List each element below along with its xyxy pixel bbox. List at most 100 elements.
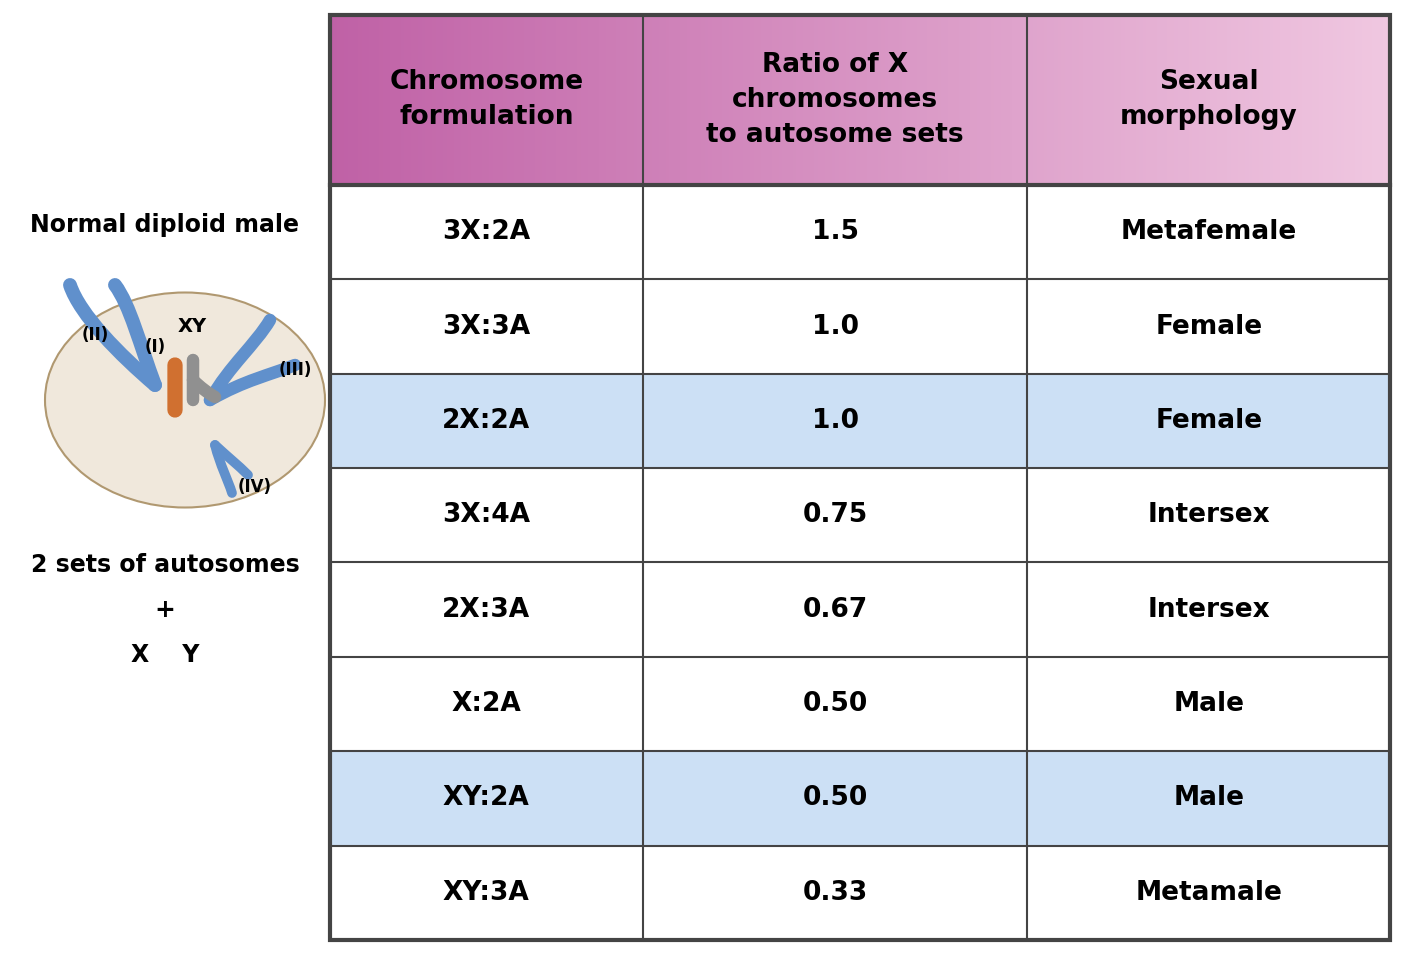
- Bar: [580, 15, 585, 185]
- Bar: [1157, 15, 1161, 185]
- Bar: [1259, 15, 1263, 185]
- Text: XY: XY: [178, 317, 206, 336]
- Bar: [866, 15, 871, 185]
- Bar: [348, 15, 352, 185]
- Bar: [571, 15, 575, 185]
- Bar: [594, 15, 599, 185]
- Bar: [882, 15, 885, 185]
- Bar: [1008, 15, 1012, 185]
- Bar: [564, 15, 568, 185]
- Bar: [1382, 15, 1387, 185]
- Bar: [383, 15, 387, 185]
- Bar: [329, 185, 1389, 280]
- Bar: [871, 15, 875, 185]
- Bar: [1101, 15, 1105, 185]
- Bar: [496, 15, 501, 185]
- Bar: [329, 15, 1389, 940]
- Text: Male: Male: [1173, 785, 1244, 812]
- Bar: [859, 15, 864, 185]
- Bar: [645, 15, 649, 185]
- Bar: [1096, 15, 1101, 185]
- Bar: [924, 15, 928, 185]
- Bar: [843, 15, 847, 185]
- Bar: [1110, 15, 1115, 185]
- Bar: [359, 15, 362, 185]
- Text: Female: Female: [1155, 313, 1262, 340]
- Bar: [1040, 15, 1044, 185]
- Text: 0.50: 0.50: [802, 785, 868, 812]
- Bar: [676, 15, 680, 185]
- Bar: [506, 15, 510, 185]
- Bar: [1359, 15, 1363, 185]
- Bar: [1238, 15, 1242, 185]
- Bar: [810, 15, 815, 185]
- Bar: [1366, 15, 1370, 185]
- Bar: [959, 15, 963, 185]
- Bar: [655, 15, 659, 185]
- Bar: [831, 15, 836, 185]
- Bar: [601, 15, 606, 185]
- Bar: [329, 845, 1389, 940]
- Bar: [1161, 15, 1165, 185]
- Bar: [436, 15, 440, 185]
- Bar: [885, 15, 889, 185]
- Ellipse shape: [45, 292, 325, 507]
- Bar: [715, 15, 719, 185]
- Bar: [1373, 15, 1377, 185]
- Bar: [1087, 15, 1091, 185]
- Bar: [1380, 15, 1384, 185]
- Bar: [1147, 15, 1150, 185]
- Bar: [1333, 15, 1338, 185]
- Bar: [1280, 15, 1284, 185]
- Bar: [566, 15, 571, 185]
- Bar: [1270, 15, 1274, 185]
- Bar: [1245, 15, 1249, 185]
- Bar: [638, 15, 642, 185]
- Bar: [608, 15, 613, 185]
- Bar: [578, 15, 582, 185]
- Bar: [736, 15, 740, 185]
- Bar: [355, 15, 359, 185]
- Bar: [1330, 15, 1333, 185]
- Bar: [941, 15, 945, 185]
- Text: (III): (III): [279, 361, 311, 379]
- Text: 3X:4A: 3X:4A: [443, 502, 530, 528]
- Bar: [822, 15, 826, 185]
- Text: Ratio of X
chromosomes
to autosome sets: Ratio of X chromosomes to autosome sets: [707, 52, 965, 148]
- Bar: [329, 15, 334, 185]
- Bar: [1061, 15, 1066, 185]
- Bar: [418, 15, 422, 185]
- Bar: [966, 15, 970, 185]
- Bar: [520, 15, 524, 185]
- Bar: [557, 15, 561, 185]
- Bar: [411, 15, 415, 185]
- Bar: [1242, 15, 1245, 185]
- Bar: [740, 15, 744, 185]
- Bar: [1249, 15, 1253, 185]
- Bar: [475, 15, 479, 185]
- Bar: [627, 15, 631, 185]
- Bar: [680, 15, 684, 185]
- Bar: [903, 15, 907, 185]
- Bar: [934, 15, 938, 185]
- Bar: [948, 15, 952, 185]
- Bar: [550, 15, 554, 185]
- Bar: [1059, 15, 1061, 185]
- Bar: [1196, 15, 1200, 185]
- Bar: [373, 15, 376, 185]
- Bar: [1273, 15, 1277, 185]
- Bar: [1043, 15, 1047, 185]
- Bar: [662, 15, 666, 185]
- Bar: [401, 15, 405, 185]
- Bar: [1136, 15, 1140, 185]
- Text: 0.67: 0.67: [802, 597, 868, 623]
- Bar: [1001, 15, 1005, 185]
- Bar: [1022, 15, 1026, 185]
- Bar: [980, 15, 984, 185]
- Text: 0.50: 0.50: [802, 691, 868, 717]
- Bar: [1228, 15, 1231, 185]
- Bar: [1073, 15, 1075, 185]
- Bar: [499, 15, 503, 185]
- Text: Chromosome
formulation: Chromosome formulation: [390, 70, 583, 131]
- Bar: [369, 15, 373, 185]
